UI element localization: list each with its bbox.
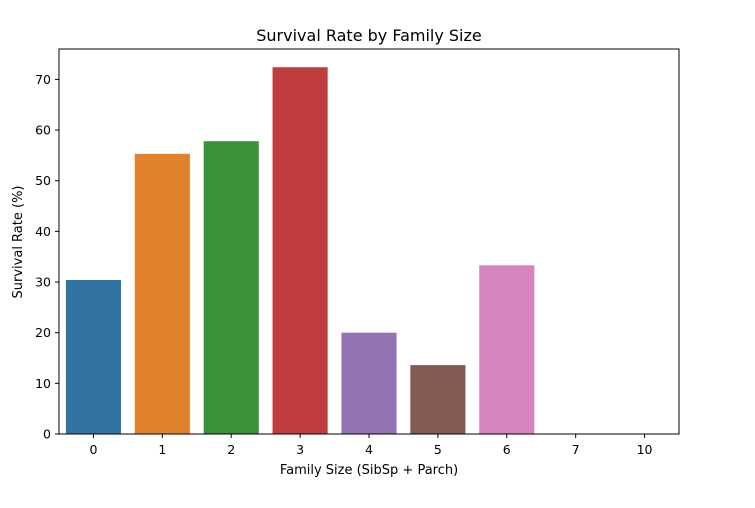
bars-group — [65, 67, 535, 434]
y-axis-ticks: 0 10 20 30 40 50 60 70 — [35, 72, 59, 442]
x-tick-label-6: 6 — [503, 442, 511, 457]
bar-5 — [410, 365, 466, 434]
y-tick-label-10: 10 — [35, 376, 51, 391]
x-tick-label-2: 2 — [227, 442, 235, 457]
bar-3 — [272, 67, 328, 434]
x-tick-label-10: 10 — [637, 442, 653, 457]
y-tick-label-40: 40 — [35, 224, 51, 239]
y-tick-label-70: 70 — [35, 72, 51, 87]
x-tick-label-4: 4 — [365, 442, 373, 457]
y-tick-label-60: 60 — [35, 123, 51, 138]
y-axis-label: Survival Rate (%) — [11, 186, 26, 299]
x-tick-label-5: 5 — [434, 442, 442, 457]
y-tick-label-30: 30 — [35, 275, 51, 290]
y-tick-label-0: 0 — [43, 427, 51, 442]
chart-title: Survival Rate by Family Size — [256, 26, 482, 45]
bar-6 — [479, 265, 535, 434]
bar-0 — [65, 280, 121, 434]
x-axis-label: Family Size (SibSp + Parch) — [280, 463, 458, 478]
y-tick-label-50: 50 — [35, 173, 51, 188]
y-tick-label-20: 20 — [35, 325, 51, 340]
x-tick-label-3: 3 — [296, 442, 304, 457]
plot-area-frame — [58, 48, 680, 435]
x-axis-ticks: 0 1 2 3 4 5 6 7 10 — [89, 434, 653, 457]
bar-2 — [203, 141, 259, 434]
bar-4 — [341, 332, 397, 434]
x-tick-label-1: 1 — [158, 442, 166, 457]
x-tick-label-7: 7 — [572, 442, 580, 457]
x-tick-label-0: 0 — [89, 442, 97, 457]
bar-1 — [134, 153, 190, 434]
